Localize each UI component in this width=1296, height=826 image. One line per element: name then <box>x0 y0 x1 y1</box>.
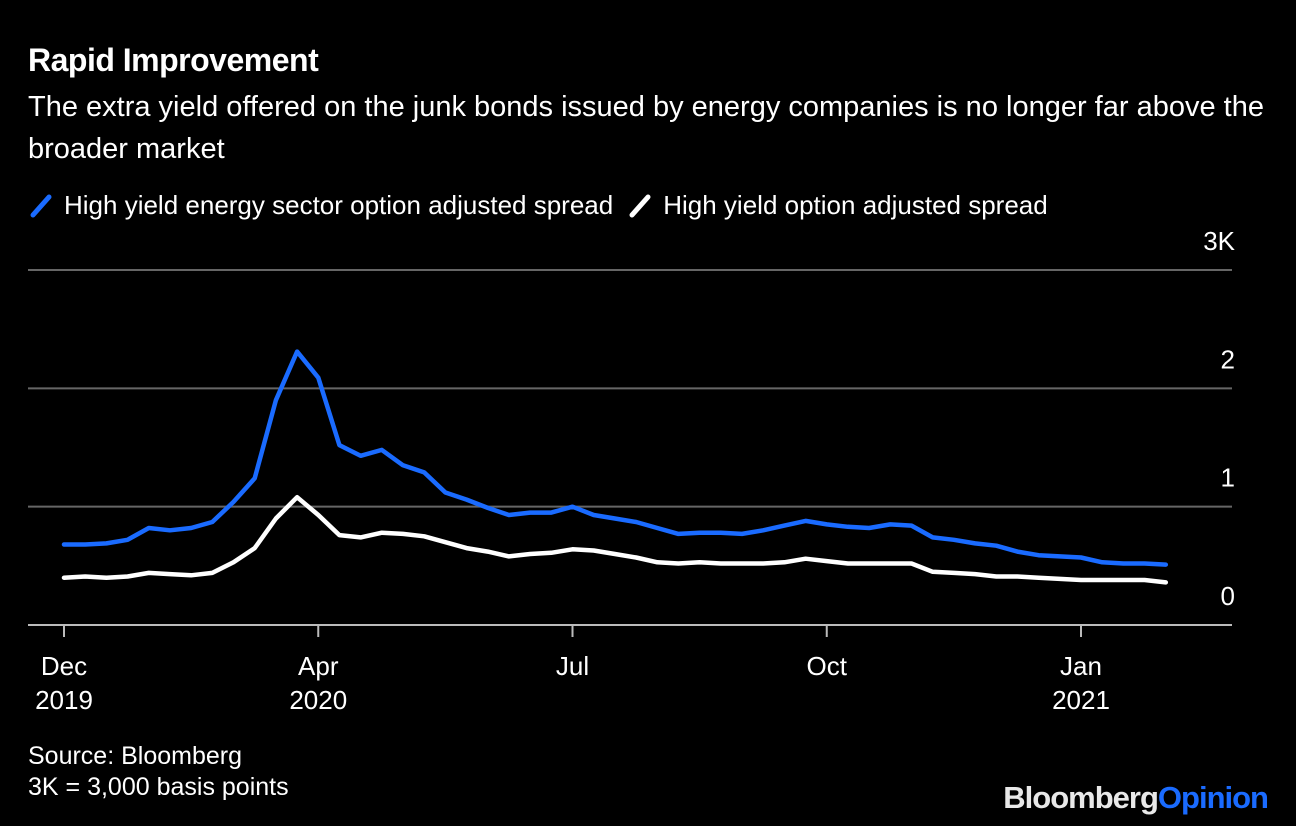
legend-item: High yield option adjusted spread <box>627 190 1048 221</box>
x-tick-label: Dec 2019 <box>35 651 93 715</box>
series-line <box>61 349 1169 567</box>
x-tick-label: Oct <box>806 651 847 681</box>
x-tick-label: Apr 2020 <box>289 651 348 715</box>
series-line <box>61 494 1169 585</box>
x-tick-label: Jul <box>555 651 590 681</box>
logo: BloombergOpinion <box>1003 780 1269 816</box>
chart-title: Rapid Improvement <box>28 42 319 78</box>
y-tick-label: 0 <box>1221 581 1235 611</box>
y-tick-label: 3K <box>1203 226 1235 256</box>
logo-primary: Bloomberg <box>1003 780 1159 815</box>
logo-accent: Opinion <box>1157 780 1269 815</box>
legend-item: High yield energy sector option adjusted… <box>28 190 613 221</box>
y-tick-label: 1 <box>1221 463 1235 493</box>
x-tick-label: Jan 2021 <box>1052 651 1110 715</box>
legend-swatch <box>30 194 52 217</box>
chart-subtitle: The extra yield offered on the junk bond… <box>28 91 1264 165</box>
legend-swatch-line <box>30 194 52 217</box>
source: Source: Bloomberg <box>28 742 243 770</box>
legend: High yield energy sector option adjusted… <box>28 190 1062 221</box>
legend-label: High yield energy sector option adjusted… <box>64 190 614 220</box>
y-tick-label: 2 <box>1221 344 1235 374</box>
footnote: 3K = 3,000 basis points <box>28 773 289 801</box>
legend-swatch-line <box>629 194 651 217</box>
legend-swatch <box>629 194 651 217</box>
legend-label: High yield option adjusted spread <box>663 190 1048 220</box>
